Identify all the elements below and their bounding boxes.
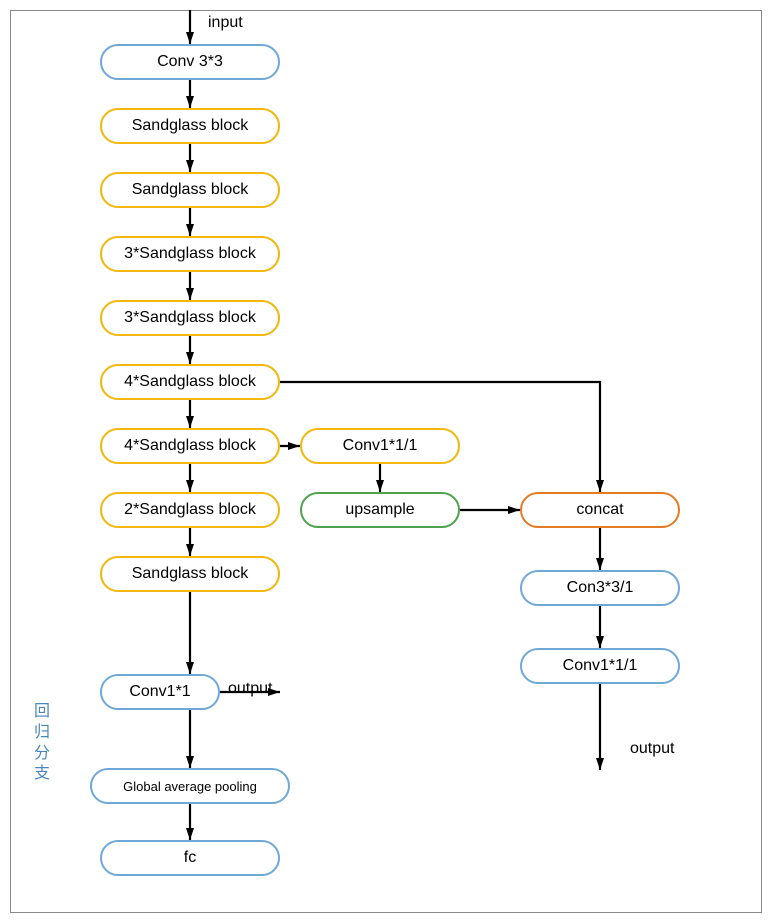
label-input: input	[208, 14, 243, 32]
node-upsample: upsample	[300, 492, 460, 528]
node-fc: fc	[100, 840, 280, 876]
node-con33: Con3*3/1	[520, 570, 680, 606]
node-gap: Global average pooling	[90, 768, 290, 804]
node-sg8: Sandglass block	[100, 556, 280, 592]
node-concat: concat	[520, 492, 680, 528]
node-conv33: Conv 3*3	[100, 44, 280, 80]
node-sg7: 2*Sandglass block	[100, 492, 280, 528]
diagram-canvas: Conv 3*3 Sandglass block Sandglass block…	[0, 0, 772, 923]
node-sg3: 3*Sandglass block	[100, 236, 280, 272]
label-side: 回归分支	[32, 702, 52, 785]
label-output1: output	[228, 680, 272, 698]
label-output2: output	[630, 740, 674, 758]
node-sg6: 4*Sandglass block	[100, 428, 280, 464]
node-sg5: 4*Sandglass block	[100, 364, 280, 400]
node-sg2: Sandglass block	[100, 172, 280, 208]
node-sg1: Sandglass block	[100, 108, 280, 144]
node-conv11c: Conv1*1/1	[520, 648, 680, 684]
node-conv11a: Conv1*1	[100, 674, 220, 710]
node-sg4: 3*Sandglass block	[100, 300, 280, 336]
node-conv11b: Conv1*1/1	[300, 428, 460, 464]
